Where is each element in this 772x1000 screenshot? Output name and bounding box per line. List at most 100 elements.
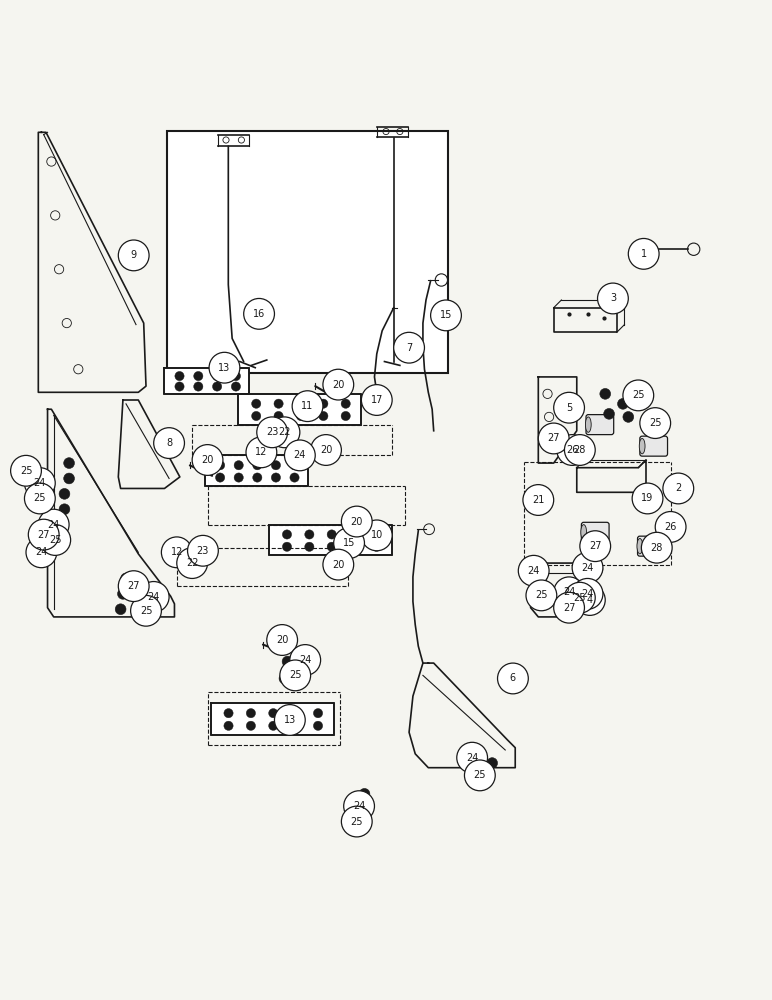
- Text: 19: 19: [642, 493, 654, 503]
- Circle shape: [25, 468, 56, 498]
- Text: 20: 20: [332, 380, 344, 390]
- Ellipse shape: [637, 538, 643, 554]
- Circle shape: [292, 391, 323, 422]
- Circle shape: [341, 806, 372, 837]
- Circle shape: [64, 473, 74, 484]
- Text: 24: 24: [293, 450, 306, 460]
- Polygon shape: [164, 368, 249, 394]
- Text: 20: 20: [201, 455, 214, 465]
- Circle shape: [372, 530, 381, 539]
- Circle shape: [582, 537, 593, 548]
- Text: 24: 24: [34, 478, 46, 488]
- Circle shape: [224, 709, 233, 718]
- Circle shape: [623, 380, 654, 411]
- Circle shape: [154, 428, 185, 458]
- Circle shape: [582, 601, 593, 612]
- Text: 27: 27: [547, 433, 560, 443]
- Circle shape: [305, 542, 314, 551]
- Circle shape: [305, 530, 314, 539]
- Circle shape: [64, 458, 74, 468]
- Text: 24: 24: [581, 589, 594, 599]
- Circle shape: [334, 528, 364, 558]
- Text: 12: 12: [256, 447, 268, 457]
- Circle shape: [269, 721, 278, 730]
- Circle shape: [269, 709, 278, 718]
- Circle shape: [274, 411, 283, 421]
- Circle shape: [130, 595, 161, 626]
- Text: 27: 27: [589, 541, 601, 551]
- Circle shape: [580, 531, 611, 562]
- Text: 28: 28: [651, 543, 663, 553]
- Text: 23: 23: [197, 546, 209, 556]
- Circle shape: [642, 532, 672, 563]
- Circle shape: [350, 542, 359, 551]
- Circle shape: [518, 555, 549, 586]
- Circle shape: [118, 240, 149, 271]
- Text: 4: 4: [587, 595, 593, 605]
- Polygon shape: [239, 394, 361, 425]
- Circle shape: [25, 483, 56, 514]
- Circle shape: [341, 411, 350, 421]
- Text: 25: 25: [34, 493, 46, 503]
- Circle shape: [618, 398, 628, 409]
- Circle shape: [283, 530, 292, 539]
- Circle shape: [269, 417, 300, 448]
- Circle shape: [279, 660, 310, 691]
- Text: 24: 24: [48, 520, 60, 530]
- Text: 1: 1: [641, 249, 647, 259]
- Circle shape: [257, 417, 287, 448]
- Ellipse shape: [639, 438, 645, 454]
- Circle shape: [290, 461, 299, 470]
- Circle shape: [120, 573, 131, 584]
- Circle shape: [275, 705, 305, 735]
- Circle shape: [215, 461, 225, 470]
- Circle shape: [192, 445, 223, 475]
- Circle shape: [394, 332, 425, 363]
- Text: 25: 25: [140, 606, 152, 616]
- Polygon shape: [211, 703, 334, 735]
- Circle shape: [572, 578, 603, 609]
- Text: 25: 25: [289, 670, 302, 680]
- Text: 27: 27: [127, 581, 140, 591]
- Circle shape: [564, 435, 595, 465]
- Polygon shape: [205, 455, 307, 486]
- Circle shape: [523, 485, 554, 515]
- Text: 20: 20: [276, 635, 289, 645]
- Text: 25: 25: [535, 590, 547, 600]
- FancyBboxPatch shape: [586, 415, 614, 435]
- Circle shape: [628, 238, 659, 269]
- Text: 24: 24: [581, 563, 594, 573]
- Circle shape: [274, 399, 283, 408]
- Circle shape: [554, 392, 584, 423]
- Text: 25: 25: [574, 593, 586, 603]
- Circle shape: [313, 721, 323, 730]
- Circle shape: [319, 411, 328, 421]
- Text: 25: 25: [49, 535, 62, 545]
- Circle shape: [252, 399, 261, 408]
- Circle shape: [246, 721, 256, 730]
- Circle shape: [431, 300, 462, 331]
- Text: 24: 24: [299, 655, 311, 665]
- Circle shape: [252, 411, 261, 421]
- Circle shape: [604, 408, 615, 419]
- Circle shape: [350, 530, 359, 539]
- Circle shape: [244, 298, 275, 329]
- Circle shape: [271, 461, 280, 470]
- Text: 10: 10: [371, 530, 383, 540]
- Text: 3: 3: [610, 293, 616, 303]
- Circle shape: [11, 455, 42, 486]
- Text: 20: 20: [332, 560, 344, 570]
- Circle shape: [564, 582, 595, 613]
- Circle shape: [290, 645, 320, 675]
- Circle shape: [232, 382, 241, 391]
- Circle shape: [592, 564, 603, 575]
- Circle shape: [215, 473, 225, 482]
- Circle shape: [327, 542, 337, 551]
- Text: 6: 6: [510, 673, 516, 683]
- Circle shape: [598, 283, 628, 314]
- Circle shape: [465, 760, 495, 791]
- FancyBboxPatch shape: [638, 536, 665, 556]
- Circle shape: [177, 548, 208, 578]
- Ellipse shape: [581, 525, 587, 540]
- Text: 15: 15: [440, 310, 452, 320]
